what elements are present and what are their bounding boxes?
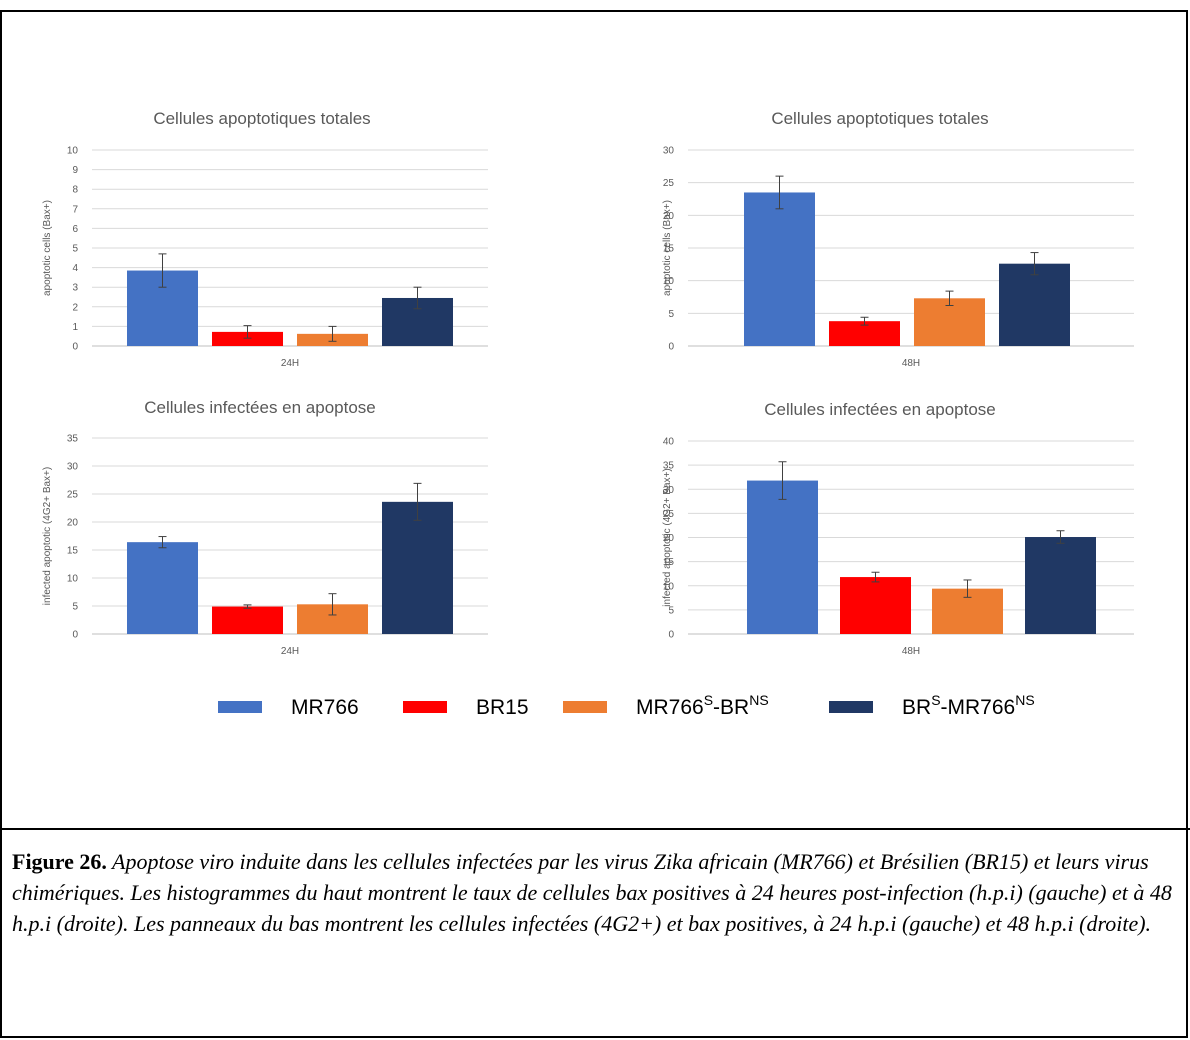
- legend-label: BR15: [476, 696, 529, 719]
- bar-br15: [212, 331, 283, 346]
- caption-text: Apoptose viro induite dans les cellules …: [12, 849, 1172, 936]
- figure-frame: [0, 10, 1188, 1038]
- legend: MR766 BR15 MR766S-BRNS BRS-MR766NS: [218, 692, 1035, 719]
- chart-title: Cellules infectées en apoptose: [144, 398, 376, 417]
- y-tick-label: 35: [67, 434, 79, 445]
- bar-brs-mr766ns: [382, 501, 453, 634]
- y-tick-label: 5: [668, 605, 674, 616]
- bar-br15: [212, 606, 283, 634]
- figure-divider: [0, 828, 1190, 830]
- y-axis-title: apoptotic cells (Bax+): [662, 200, 673, 296]
- figure-caption: Figure 26. Apoptose viro induite dans le…: [12, 846, 1172, 939]
- y-tick-label: 15: [67, 546, 79, 557]
- chart-title: Cellules apoptotiques totales: [771, 109, 988, 128]
- legend-swatch: [218, 701, 262, 713]
- legend-item-chimera-mr766s-brns: MR766S-BRNS: [563, 692, 769, 719]
- y-tick-label: 30: [663, 485, 675, 496]
- y-tick-label: 5: [72, 244, 78, 255]
- y-tick-label: 2: [72, 302, 78, 313]
- legend-swatch: [403, 701, 447, 713]
- y-axis-title: infected apoptotic (4G2+ Bax+): [42, 467, 53, 605]
- y-tick-label: 15: [663, 557, 675, 568]
- bar-br15: [840, 577, 911, 634]
- y-tick-label: 35: [663, 461, 675, 472]
- y-tick-label: 9: [72, 165, 78, 176]
- chart-panel: Cellules infectées en apoptose 0 5 10 15 20 25…: [42, 398, 488, 657]
- y-tick-label: 0: [668, 342, 674, 353]
- category-label: 24H: [281, 358, 299, 369]
- chart-title: Cellules apoptotiques totales: [153, 109, 370, 128]
- y-tick-label: 40: [663, 437, 675, 448]
- category-label: 24H: [281, 646, 299, 657]
- y-tick-label: 20: [663, 211, 675, 222]
- legend-label: MR766: [291, 696, 359, 719]
- category-label: 48H: [902, 358, 920, 369]
- y-axis-title: apoptotic cells (Bax+): [42, 200, 53, 296]
- y-tick-label: 5: [668, 309, 674, 320]
- y-tick-label: 10: [663, 581, 675, 592]
- bar-mr766: [127, 542, 198, 634]
- y-tick-label: 3: [72, 283, 78, 294]
- y-tick-label: 25: [663, 509, 675, 520]
- y-tick-label: 5: [72, 602, 78, 613]
- legend-item-chimera-brs-mr766ns: BRS-MR766NS: [829, 692, 1035, 719]
- y-tick-label: 10: [67, 146, 79, 157]
- chart-panel: Cellules apoptotiques totales 0 5 10 15 20 25 3…: [662, 109, 1134, 369]
- y-tick-label: 25: [67, 490, 79, 501]
- y-tick-label: 8: [72, 185, 78, 196]
- bar-mr766s-brns: [914, 298, 985, 346]
- y-tick-label: 0: [72, 342, 78, 353]
- category-label: 48H: [902, 646, 920, 657]
- y-tick-label: 20: [663, 533, 675, 544]
- legend-swatch: [829, 701, 873, 713]
- bar-mr766: [747, 480, 818, 634]
- bar-brs-mr766ns: [999, 263, 1070, 346]
- figure-charts: Cellules apoptotiques totales 0 1 2 3 4 5 6 7 8 9 1…: [42, 109, 1134, 719]
- y-tick-label: 0: [72, 630, 78, 641]
- chart-panel: Cellules infectées en apoptose 0 5 10 15 20 25…: [662, 400, 1134, 657]
- y-tick-label: 0: [668, 630, 674, 641]
- legend-label: BRS-MR766NS: [902, 692, 1035, 719]
- legend-swatch: [563, 701, 607, 713]
- chart-panel: Cellules apoptotiques totales 0 1 2 3 4 5 6 7 8 9 1…: [42, 109, 488, 369]
- chart-title: Cellules infectées en apoptose: [764, 400, 996, 419]
- y-tick-label: 15: [663, 244, 675, 255]
- legend-label: MR766S-BRNS: [636, 692, 769, 719]
- y-tick-label: 1: [72, 322, 78, 333]
- y-axis-title: infected apoptotic (4G2+ Bax+): [662, 468, 673, 606]
- legend-item-br15: BR15: [403, 696, 529, 719]
- y-tick-label: 30: [67, 462, 79, 473]
- bar-mr766: [744, 192, 815, 346]
- y-tick-label: 6: [72, 224, 78, 235]
- y-tick-label: 4: [72, 263, 78, 274]
- y-tick-label: 10: [67, 574, 79, 585]
- y-tick-label: 10: [663, 276, 675, 287]
- y-tick-label: 20: [67, 518, 79, 529]
- y-tick-label: 25: [663, 178, 675, 189]
- y-tick-label: 30: [663, 146, 675, 157]
- caption-label: Figure 26.: [12, 849, 107, 874]
- bar-brs-mr766ns: [1025, 537, 1096, 634]
- y-tick-label: 7: [72, 204, 78, 215]
- legend-item-mr766: MR766: [218, 696, 359, 719]
